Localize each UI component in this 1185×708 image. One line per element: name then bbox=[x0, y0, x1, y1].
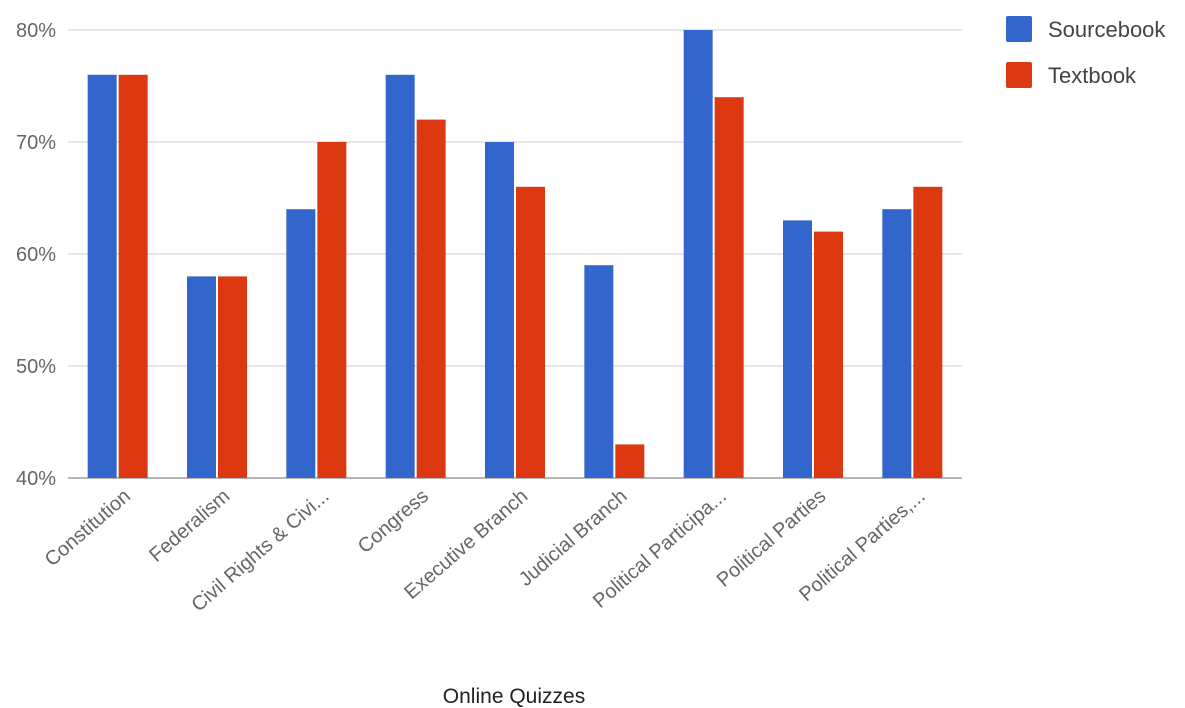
legend-item-textbook[interactable]: Textbook bbox=[1006, 62, 1137, 88]
bar-textbook-6[interactable] bbox=[714, 97, 744, 478]
x-category-label: Congress bbox=[354, 485, 433, 558]
bar-textbook-5[interactable] bbox=[615, 444, 645, 478]
legend-swatch bbox=[1006, 16, 1032, 42]
bar-textbook-4[interactable] bbox=[516, 186, 545, 479]
x-axis-title: Online Quizzes bbox=[443, 685, 585, 708]
y-tick-label: 50% bbox=[16, 356, 56, 378]
y-tick-label: 70% bbox=[16, 132, 56, 154]
bar-textbook-8[interactable] bbox=[913, 186, 943, 479]
y-tick-label: 80% bbox=[16, 20, 56, 42]
bar-textbook-2[interactable] bbox=[317, 142, 347, 478]
bar-sourcebook-3[interactable] bbox=[385, 74, 415, 479]
bar-textbook-7[interactable] bbox=[814, 231, 843, 478]
bar-sourcebook-7[interactable] bbox=[783, 220, 812, 478]
bar-textbook-1[interactable] bbox=[218, 276, 247, 478]
y-tick-label: 60% bbox=[16, 244, 56, 266]
bar-sourcebook-6[interactable] bbox=[683, 30, 713, 478]
bar-sourcebook-4[interactable] bbox=[485, 142, 514, 478]
x-category-label: Constitution bbox=[41, 485, 135, 571]
bar-textbook-0[interactable] bbox=[118, 74, 148, 479]
gridlines bbox=[68, 29, 962, 479]
bars bbox=[87, 30, 943, 479]
legend-label: Sourcebook bbox=[1048, 17, 1166, 42]
bar-sourcebook-8[interactable] bbox=[882, 209, 912, 478]
y-tick-label: 40% bbox=[16, 468, 56, 490]
bar-sourcebook-2[interactable] bbox=[286, 209, 316, 478]
legend-swatch bbox=[1006, 62, 1032, 88]
x-category-label: Federalism bbox=[145, 485, 234, 567]
bar-sourcebook-1[interactable] bbox=[187, 276, 216, 478]
bar-sourcebook-5[interactable] bbox=[584, 265, 614, 478]
bar-textbook-3[interactable] bbox=[416, 119, 446, 478]
legend[interactable]: Sourcebook Textbook bbox=[1006, 16, 1166, 88]
bar-sourcebook-0[interactable] bbox=[87, 74, 117, 479]
y-axis-ticks: 40% 50% 60% 70% 80% bbox=[16, 20, 56, 490]
legend-label: Textbook bbox=[1048, 63, 1137, 88]
legend-item-sourcebook[interactable]: Sourcebook bbox=[1006, 16, 1166, 42]
